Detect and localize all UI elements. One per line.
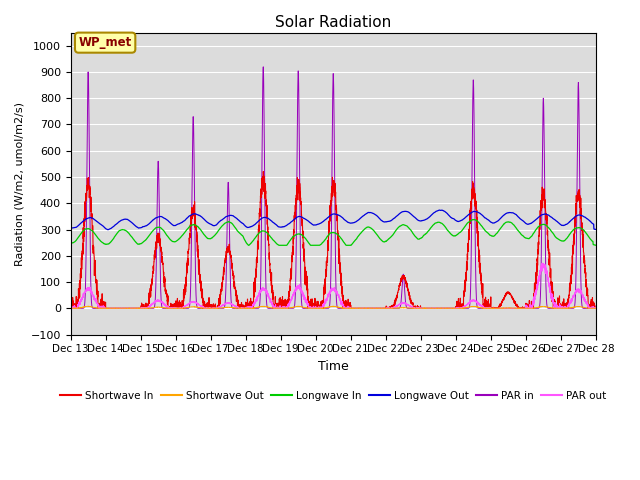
Text: WP_met: WP_met <box>79 36 132 49</box>
Shortwave In <box>314 305 321 311</box>
Longwave In <box>422 231 429 237</box>
Legend: Shortwave In, Shortwave Out, Longwave In, Longwave Out, PAR in, PAR out: Shortwave In, Shortwave Out, Longwave In… <box>56 386 611 405</box>
Shortwave In <box>592 305 600 311</box>
PAR out <box>592 305 600 311</box>
Longwave In <box>451 233 459 239</box>
Longwave In <box>592 242 600 248</box>
Longwave In <box>245 242 253 248</box>
Line: PAR out: PAR out <box>70 263 596 308</box>
Title: Solar Radiation: Solar Radiation <box>275 15 392 30</box>
Longwave Out <box>161 216 169 222</box>
Line: PAR in: PAR in <box>70 67 596 308</box>
Shortwave Out <box>451 305 459 311</box>
PAR out <box>539 260 547 266</box>
Longwave In <box>471 216 479 222</box>
Shortwave In <box>422 305 429 311</box>
PAR out <box>314 304 321 310</box>
Shortwave In <box>481 299 488 304</box>
Shortwave In <box>161 276 169 282</box>
PAR in <box>451 305 459 311</box>
Shortwave Out <box>260 303 268 309</box>
PAR out <box>67 305 74 311</box>
PAR in <box>259 64 267 70</box>
Shortwave Out <box>422 305 429 311</box>
Longwave Out <box>451 217 459 223</box>
Shortwave Out <box>591 305 599 311</box>
PAR in <box>592 305 600 311</box>
Longwave Out <box>436 207 444 213</box>
PAR out <box>451 305 458 311</box>
Longwave Out <box>422 216 429 222</box>
Y-axis label: Radiation (W/m2, umol/m2/s): Radiation (W/m2, umol/m2/s) <box>15 102 25 265</box>
PAR in <box>422 305 429 311</box>
Longwave Out <box>592 227 600 232</box>
Shortwave Out <box>161 305 169 311</box>
Shortwave Out <box>592 305 600 311</box>
Longwave Out <box>67 225 74 231</box>
Shortwave In <box>259 168 267 174</box>
Longwave In <box>314 242 321 248</box>
Longwave Out <box>314 221 321 227</box>
Shortwave In <box>67 305 74 311</box>
Shortwave Out <box>67 305 74 311</box>
Line: Shortwave Out: Shortwave Out <box>70 306 596 308</box>
PAR in <box>314 305 321 311</box>
PAR out <box>422 305 429 311</box>
Longwave Out <box>481 215 488 221</box>
PAR out <box>161 302 169 308</box>
PAR in <box>591 305 599 311</box>
Longwave In <box>161 230 169 236</box>
PAR out <box>591 305 599 311</box>
PAR out <box>481 305 488 311</box>
Shortwave Out <box>314 305 321 311</box>
Line: Longwave Out: Longwave Out <box>70 210 596 230</box>
X-axis label: Time: Time <box>318 360 349 373</box>
PAR in <box>481 305 488 311</box>
Line: Shortwave In: Shortwave In <box>70 171 596 308</box>
Shortwave Out <box>481 305 488 311</box>
PAR in <box>161 305 169 311</box>
Shortwave In <box>451 305 459 311</box>
Shortwave Out <box>420 305 428 311</box>
Longwave Out <box>104 227 112 233</box>
Longwave Out <box>591 227 599 232</box>
Longwave In <box>591 242 599 248</box>
Shortwave In <box>591 303 599 309</box>
Line: Longwave In: Longwave In <box>70 219 596 245</box>
PAR in <box>67 305 74 311</box>
Longwave In <box>67 240 74 246</box>
Longwave In <box>481 228 488 233</box>
